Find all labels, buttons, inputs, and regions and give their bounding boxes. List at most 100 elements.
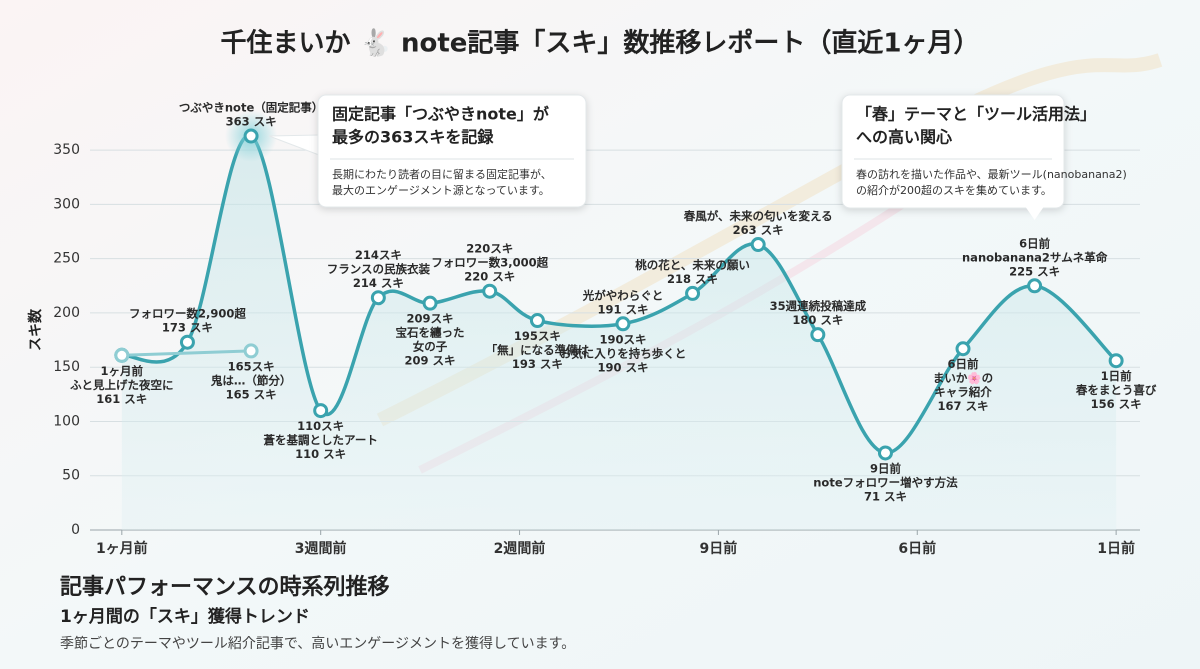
footer-text: 季節ごとのテーマやツール紹介記事で、高いエンゲージメントを獲得しています。 (60, 635, 575, 652)
point-label: 6日前 (1019, 236, 1051, 250)
value-label: 110 スキ (295, 447, 346, 461)
point (370, 290, 386, 306)
point (313, 403, 329, 419)
value-label: 71 スキ (864, 489, 907, 503)
y-tick-label: 0 (71, 522, 80, 538)
point-label: ふと見上げた夜空に (70, 378, 174, 392)
point-label: noteフォロワー増やす方法 (813, 475, 958, 489)
point-label: 1ヶ月前 (101, 364, 144, 378)
value-label: 165 スキ (226, 387, 277, 401)
point-label: 宝石を纏った (396, 326, 465, 340)
point-label: 1日前 (1101, 369, 1133, 383)
footer-subheading: 1ヶ月間の「スキ」獲得トレンド (60, 606, 310, 627)
callout-box (317, 94, 587, 208)
value-label: 214 スキ (353, 276, 404, 290)
point-label: 110スキ (297, 419, 344, 433)
point-label: 女の子 (413, 340, 448, 354)
callout-box (841, 94, 1065, 209)
value-label: 193 スキ (512, 357, 563, 371)
point-label: 165スキ (228, 359, 275, 373)
point-label: フランスの民族衣装 (327, 262, 431, 276)
value-label: 180 スキ (792, 313, 843, 327)
point-label: 春をまとう喜び (1075, 383, 1157, 397)
point (422, 295, 438, 311)
value-label: 156 スキ (1091, 397, 1142, 411)
x-tick-label: 1日前 (1097, 540, 1135, 557)
point (243, 128, 259, 144)
value-label: 225 スキ (1009, 264, 1060, 278)
y-tick-label: 150 (53, 359, 80, 375)
callout-title: 最多の363スキを記録 (332, 128, 494, 147)
point-label: お気に入りを持ち歩くと (560, 346, 687, 360)
point-label: フォロワー数3,000超 (431, 256, 548, 270)
footer-heading: 記事パフォーマンスの時系列推移 (60, 574, 390, 600)
point (877, 445, 893, 461)
callout-body: の紹介が200超のスキを集めています。 (856, 183, 1052, 197)
point (615, 316, 631, 332)
value-label: 161 スキ (96, 392, 147, 406)
point (955, 341, 971, 357)
point (529, 313, 545, 329)
line (121, 349, 252, 357)
point-label: 190スキ (599, 332, 646, 346)
value-label: 218 スキ (667, 272, 718, 286)
callout-body: 最大のエンゲージメント源となっています。 (332, 183, 550, 197)
point-label: 6日前 (948, 357, 980, 371)
point-label: 220スキ (466, 242, 513, 256)
y-tick-label: 350 (53, 142, 80, 158)
point-label: つぶやきnote（固定記事） (179, 101, 323, 115)
value-label: 363 スキ (226, 115, 277, 129)
y-tick-label: 50 (62, 468, 80, 484)
value-label: 167 スキ (938, 399, 989, 413)
point-label: 195スキ (514, 329, 561, 343)
x-tick-label: 2週間前 (494, 540, 546, 557)
point (114, 347, 130, 363)
y-tick-label: 250 (53, 251, 80, 267)
point-label: 桃の花と、未来の願い (635, 258, 750, 272)
point-label: nanobanana2サムネ革命 (962, 250, 1108, 264)
y-tick-label: 300 (53, 196, 80, 212)
value-label: 263 スキ (733, 223, 784, 237)
value-label: 220 スキ (464, 270, 515, 284)
value-label: 209 スキ (405, 354, 456, 368)
callout-title: 「春」テーマと「ツール活用法」 (856, 105, 1096, 124)
x-tick-label: 3週間前 (295, 540, 347, 557)
y-tick-label: 200 (53, 305, 80, 321)
callout-body: 春の訪れを描いた作品や、最新ツール(nanobanana2) (856, 167, 1127, 181)
point (810, 327, 826, 343)
point-label: 35週連続投稿達成 (770, 299, 867, 313)
point (750, 237, 766, 253)
point (1108, 353, 1124, 369)
callout-body: 長期にわたり読者の目に留まる固定記事が、 (332, 167, 552, 181)
point-label: まいか🌸の (933, 371, 993, 385)
point-label: 春風が、未来の匂いを変える (683, 209, 833, 223)
area (121, 135, 1117, 530)
point (1027, 278, 1043, 294)
point-label: 鬼は…（節分） (210, 373, 292, 387)
callout-title: 固定記事「つぶやきnote」が (332, 105, 549, 124)
value-label: 190 スキ (597, 360, 648, 374)
callout-pointer (268, 134, 320, 156)
callout-pointer (1025, 207, 1044, 220)
point-label: 「無」になる準備は (486, 343, 590, 357)
x-tick-label: 1ヶ月前 (96, 540, 148, 557)
point-label: 9日前 (870, 461, 902, 475)
point-label: キャラ紹介 (934, 385, 992, 399)
chart-title: 千住まいか 🐇 note記事「スキ」数推移レポート（直近1ヶ月） (220, 28, 979, 59)
x-tick-label: 6日前 (898, 540, 936, 557)
x-tick-label: 9日前 (700, 540, 738, 557)
point-label: 214スキ (355, 248, 402, 262)
y-axis-label: スキ数 (27, 308, 44, 351)
point-label: 209スキ (407, 312, 454, 326)
point (685, 285, 701, 301)
annotation: 光がやわらぐと (582, 288, 664, 302)
point (482, 283, 498, 299)
value-label: 173 スキ (162, 321, 213, 335)
point-label: フォロワー数2,900超 (129, 307, 246, 321)
point (243, 343, 259, 359)
point-label: 蒼を基調としたアート (264, 433, 378, 447)
annotation: 191 スキ (597, 302, 648, 316)
y-tick-label: 100 (53, 413, 80, 429)
callout-title: への高い関心 (856, 128, 952, 147)
